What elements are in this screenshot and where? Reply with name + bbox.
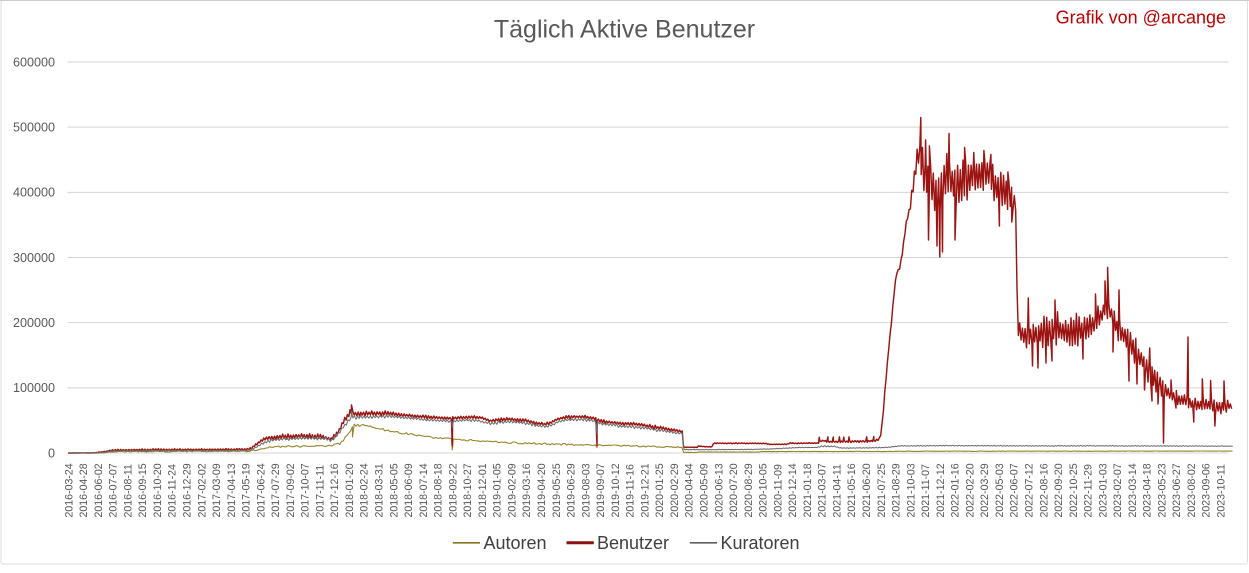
- svg-text:2016-10-20: 2016-10-20: [152, 463, 164, 517]
- svg-text:2022-03-29: 2022-03-29: [979, 463, 991, 517]
- svg-text:2023-04-18: 2023-04-18: [1142, 463, 1154, 517]
- svg-text:2017-09-02: 2017-09-02: [285, 463, 297, 517]
- svg-text:2018-05-05: 2018-05-05: [388, 463, 400, 517]
- svg-text:2020-11-09: 2020-11-09: [772, 464, 784, 518]
- svg-text:2020-02-29: 2020-02-29: [669, 463, 681, 517]
- svg-text:200000: 200000: [13, 316, 55, 330]
- svg-text:2020-10-05: 2020-10-05: [758, 463, 770, 517]
- svg-text:Täglich Aktive Benutzer: Täglich Aktive Benutzer: [494, 16, 755, 44]
- svg-text:2017-03-09: 2017-03-09: [211, 463, 223, 517]
- svg-text:2019-12-21: 2019-12-21: [639, 463, 651, 517]
- svg-text:2023-10-11: 2023-10-11: [1216, 464, 1228, 518]
- svg-text:2017-05-19: 2017-05-19: [241, 463, 253, 517]
- svg-text:500000: 500000: [13, 120, 55, 134]
- svg-text:2021-01-18: 2021-01-18: [802, 463, 814, 517]
- svg-text:2017-02-02: 2017-02-02: [196, 463, 208, 517]
- svg-text:2020-08-29: 2020-08-29: [743, 463, 755, 517]
- svg-text:2021-11-07: 2021-11-07: [920, 464, 932, 518]
- svg-text:2021-03-07: 2021-03-07: [817, 463, 829, 517]
- svg-text:2020-05-09: 2020-05-09: [699, 463, 711, 517]
- svg-text:2022-07-12: 2022-07-12: [1023, 463, 1035, 517]
- svg-text:2018-03-31: 2018-03-31: [374, 463, 386, 517]
- svg-text:2019-09-07: 2019-09-07: [595, 463, 607, 517]
- svg-text:2023-08-02: 2023-08-02: [1186, 463, 1198, 517]
- svg-text:2022-11-29: 2022-11-29: [1083, 464, 1095, 518]
- svg-text:2023-02-07: 2023-02-07: [1112, 463, 1124, 517]
- svg-text:2017-06-24: 2017-06-24: [255, 463, 267, 517]
- svg-text:2020-06-13: 2020-06-13: [713, 463, 725, 517]
- svg-text:2019-08-03: 2019-08-03: [580, 463, 592, 517]
- svg-text:2018-12-01: 2018-12-01: [477, 463, 489, 517]
- svg-text:2017-12-16: 2017-12-16: [329, 463, 341, 517]
- svg-text:2022-06-07: 2022-06-07: [1009, 463, 1021, 517]
- svg-text:2023-09-06: 2023-09-06: [1201, 463, 1213, 517]
- svg-text:2019-03-16: 2019-03-16: [521, 463, 533, 517]
- svg-text:2021-04-11: 2021-04-11: [831, 464, 843, 518]
- svg-text:2020-07-20: 2020-07-20: [728, 463, 740, 517]
- svg-text:Benutzer: Benutzer: [597, 533, 669, 553]
- svg-text:300000: 300000: [13, 251, 55, 265]
- svg-text:2018-08-18: 2018-08-18: [433, 463, 445, 517]
- svg-text:2019-01-05: 2019-01-05: [492, 463, 504, 517]
- svg-text:Kuratoren: Kuratoren: [721, 533, 800, 553]
- svg-text:2022-02-20: 2022-02-20: [964, 463, 976, 517]
- svg-text:2018-09-22: 2018-09-22: [447, 463, 459, 517]
- svg-text:2016-07-07: 2016-07-07: [108, 463, 120, 517]
- svg-text:Autoren: Autoren: [484, 533, 547, 553]
- svg-text:2017-10-07: 2017-10-07: [300, 463, 312, 517]
- svg-text:400000: 400000: [13, 186, 55, 200]
- svg-text:2020-12-14: 2020-12-14: [787, 463, 799, 517]
- svg-text:2016-12-29: 2016-12-29: [181, 463, 193, 517]
- svg-text:2022-01-16: 2022-01-16: [950, 463, 962, 517]
- svg-text:2022-08-16: 2022-08-16: [1038, 463, 1050, 517]
- svg-text:2021-05-16: 2021-05-16: [846, 463, 858, 517]
- svg-text:2019-05-25: 2019-05-25: [551, 463, 563, 517]
- svg-text:2016-04-28: 2016-04-28: [78, 463, 90, 517]
- svg-text:2018-01-20: 2018-01-20: [344, 463, 356, 517]
- svg-text:2019-04-20: 2019-04-20: [536, 463, 548, 517]
- svg-text:2023-06-27: 2023-06-27: [1171, 463, 1183, 517]
- svg-text:2017-11-11: 2017-11-11: [314, 465, 326, 518]
- svg-text:2016-06-02: 2016-06-02: [93, 463, 105, 517]
- svg-text:2022-05-03: 2022-05-03: [994, 463, 1006, 517]
- svg-text:2021-12-12: 2021-12-12: [935, 463, 947, 517]
- svg-text:2018-10-27: 2018-10-27: [462, 463, 474, 517]
- svg-text:2020-01-25: 2020-01-25: [654, 463, 666, 517]
- svg-text:2018-06-09: 2018-06-09: [403, 463, 415, 517]
- svg-text:2022-10-25: 2022-10-25: [1068, 463, 1080, 517]
- svg-text:600000: 600000: [13, 55, 55, 69]
- svg-text:2016-09-15: 2016-09-15: [137, 463, 149, 517]
- svg-text:2019-10-12: 2019-10-12: [610, 463, 622, 517]
- svg-text:2017-07-29: 2017-07-29: [270, 463, 282, 517]
- svg-text:Grafik von @arcange: Grafik von @arcange: [1056, 8, 1226, 28]
- svg-text:100000: 100000: [13, 381, 55, 395]
- svg-text:2023-05-23: 2023-05-23: [1156, 463, 1168, 517]
- svg-text:0: 0: [48, 446, 55, 460]
- svg-text:2018-02-24: 2018-02-24: [359, 463, 371, 517]
- svg-text:2016-11-24: 2016-11-24: [167, 464, 179, 518]
- svg-text:2023-03-14: 2023-03-14: [1127, 463, 1139, 517]
- svg-text:2019-02-09: 2019-02-09: [506, 463, 518, 517]
- svg-text:2017-04-13: 2017-04-13: [226, 463, 238, 517]
- svg-text:2019-11-16: 2019-11-16: [625, 464, 637, 518]
- svg-text:2016-03-24: 2016-03-24: [63, 463, 75, 517]
- svg-text:2019-06-29: 2019-06-29: [566, 463, 578, 517]
- svg-text:2020-04-04: 2020-04-04: [684, 463, 696, 517]
- svg-text:2021-10-03: 2021-10-03: [905, 463, 917, 517]
- svg-text:2016-08-11: 2016-08-11: [122, 464, 134, 518]
- svg-text:2022-09-20: 2022-09-20: [1053, 463, 1065, 517]
- svg-text:2018-07-14: 2018-07-14: [418, 463, 430, 517]
- svg-text:2021-08-29: 2021-08-29: [891, 463, 903, 517]
- svg-text:2023-01-03: 2023-01-03: [1097, 463, 1109, 517]
- svg-text:2021-07-25: 2021-07-25: [876, 463, 888, 517]
- svg-text:2021-06-20: 2021-06-20: [861, 463, 873, 517]
